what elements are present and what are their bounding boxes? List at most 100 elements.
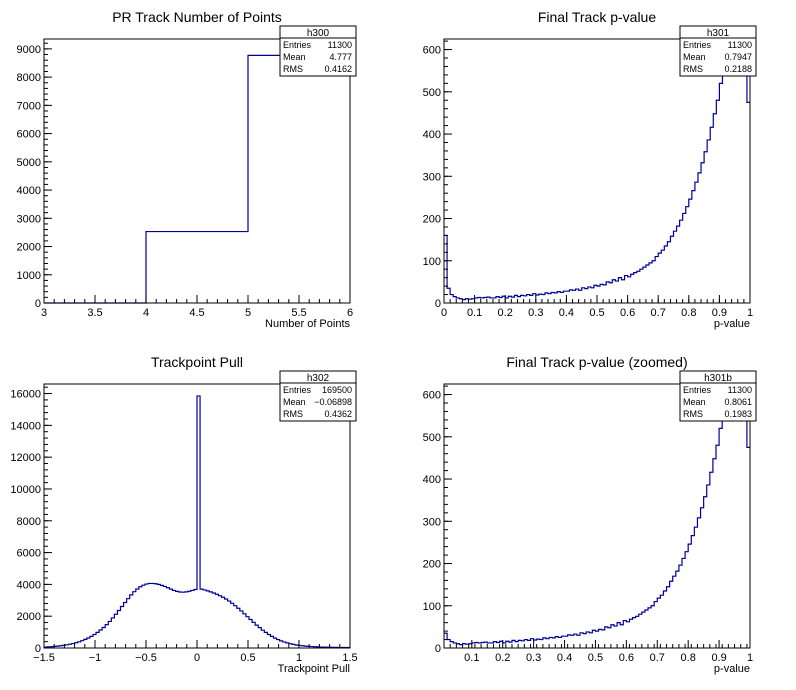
x-tick-label: 5: [245, 307, 251, 319]
x-tick-label: 1: [747, 652, 753, 664]
stats-row-value: 11300: [728, 40, 752, 50]
x-tick-label: 3.5: [87, 307, 102, 319]
stats-row-value: 169500: [322, 385, 352, 395]
chart-panel-2: Final Track p-value 0 0.1 0.2 0.3 0.4 0.5 0.6 0.…: [423, 9, 757, 330]
x-axis-label: p-value: [714, 663, 750, 675]
x-tick-label: 0.9: [712, 307, 727, 319]
stats-row-value: 4.777: [329, 52, 352, 62]
y-tick-label: 0: [435, 298, 441, 310]
x-tick-label: 0.5: [240, 652, 255, 664]
x-tick-label: 0.9: [711, 652, 726, 664]
plot-frame: [443, 38, 751, 304]
y-tick-label: 600: [423, 45, 441, 57]
x-tick-label: 3: [41, 307, 47, 319]
chart-panel-4: Final Track p-value (zoomed) 0.1 0.2 0.3 0.4…: [423, 354, 757, 675]
x-tick-label: 0: [194, 652, 200, 664]
y-tick-label: 1000: [17, 270, 41, 282]
plot-frame: [43, 38, 351, 304]
y-tick-label: 2000: [17, 611, 41, 623]
y-tick-label: 200: [423, 559, 441, 571]
y-tick-label: 6000: [17, 129, 41, 141]
stats-row-label: Mean: [283, 397, 306, 407]
stats-row-label: RMS: [283, 64, 303, 74]
chart-title: Trackpoint Pull: [151, 354, 243, 370]
x-tick-label: 1.5: [342, 652, 357, 664]
y-tick-label: 600: [423, 390, 441, 402]
y-tick-label: 300: [423, 171, 441, 183]
histogram-series: [444, 383, 750, 646]
x-tick-label: 0.2: [495, 652, 510, 664]
x-axis-label: p-value: [714, 318, 750, 330]
stats-row-label: RMS: [283, 409, 303, 419]
x-tick-label: 0.7: [651, 307, 666, 319]
stats-box-name: h300: [307, 28, 330, 39]
histogram-series: [44, 395, 350, 649]
stats-row-value: 0.1983: [724, 409, 752, 419]
y-tick-label: 7000: [17, 100, 41, 112]
y-tick-label: 2000: [17, 242, 41, 254]
y-tick-label: 100: [423, 256, 441, 268]
x-tick-label: 0.6: [620, 307, 635, 319]
stats-row-value: 0.7947: [724, 52, 752, 62]
y-tick-label: 16000: [10, 389, 41, 401]
y-tick-label: 3000: [17, 213, 41, 225]
chart-title: Final Track p-value: [538, 9, 656, 25]
stats-row-label: Mean: [683, 397, 706, 407]
x-tick-label: 0: [441, 307, 447, 319]
histogram-series: [44, 54, 350, 304]
x-tick-label: 0.7: [650, 652, 665, 664]
stats-row-label: Entries: [283, 40, 312, 50]
x-tick-label: −1.5: [33, 652, 55, 664]
chart-panel-3: Trackpoint Pull −1.5 −1 −0.5 0 0.5 1 1.5 0 2000 40…: [10, 354, 357, 675]
x-tick-label: 6: [347, 307, 353, 319]
stats-row-label: RMS: [683, 409, 703, 419]
y-tick-label: 0: [35, 298, 41, 310]
x-axis-label: Trackpoint Pull: [278, 663, 350, 675]
y-tick-label: 12000: [10, 452, 41, 464]
stats-row-value: 11300: [328, 40, 352, 50]
y-tick-label: 4000: [17, 185, 41, 197]
plot-frame: [443, 383, 751, 649]
x-tick-label: −0.5: [135, 652, 157, 664]
stats-row-value: 0.2188: [724, 64, 752, 74]
y-tick-label: 0: [435, 643, 441, 655]
x-tick-label: 0.4: [559, 307, 574, 319]
chart-panel-1: PR Track Number of Points 3 3.5 4 4.5 5 5.5 6 0 1…: [17, 9, 357, 330]
x-tick-label: 0.3: [526, 652, 541, 664]
y-tick-label: 8000: [17, 516, 41, 528]
stats-row-value: 0.4162: [324, 64, 352, 74]
y-tick-label: 400: [423, 129, 441, 141]
x-tick-label: 0.2: [498, 307, 513, 319]
stats-row-value: −0.06898: [314, 397, 352, 407]
x-tick-label: 1: [296, 652, 302, 664]
x-tick-label: 5.5: [291, 307, 306, 319]
x-axis-label: Number of Points: [265, 318, 350, 330]
y-tick-label: 4000: [17, 579, 41, 591]
y-tick-label: 100: [423, 601, 441, 613]
x-tick-label: 0.5: [588, 652, 603, 664]
x-tick-label: 0.3: [528, 307, 543, 319]
x-tick-label: 0.8: [681, 307, 696, 319]
y-tick-label: 10000: [10, 484, 41, 496]
stats-row-label: RMS: [683, 64, 703, 74]
y-tick-label: 9000: [17, 44, 41, 56]
x-tick-label: 0.5: [589, 307, 604, 319]
stats-row-label: Entries: [283, 385, 312, 395]
stats-row-value: 0.8061: [724, 397, 752, 407]
y-tick-label: 8000: [17, 72, 41, 84]
x-tick-label: 4.5: [189, 307, 204, 319]
stats-box-name: h301b: [704, 373, 732, 384]
x-tick-label: 0.1: [464, 652, 479, 664]
y-tick-label: 400: [423, 474, 441, 486]
y-tick-label: 14000: [10, 420, 41, 432]
stats-row-label: Entries: [683, 385, 712, 395]
y-tick-label: 300: [423, 516, 441, 528]
x-tick-label: 0.8: [681, 652, 696, 664]
x-tick-label: 1: [747, 307, 753, 319]
stats-row-value: 0.4362: [324, 409, 352, 419]
